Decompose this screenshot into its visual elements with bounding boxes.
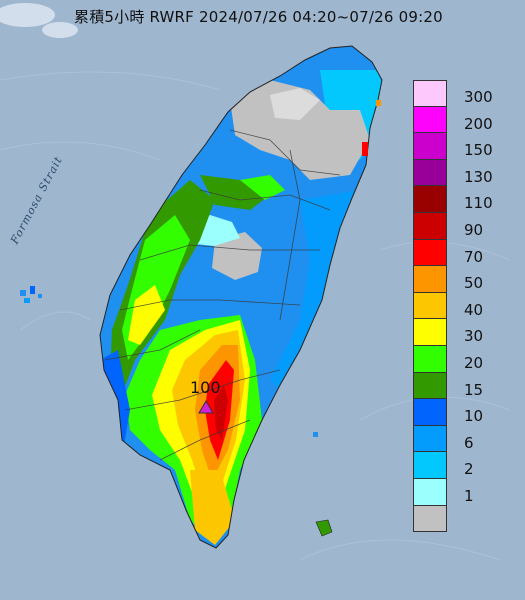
legend-label: 2 [464, 460, 474, 479]
legend-label: 200 [464, 114, 493, 133]
green-island [313, 432, 318, 437]
legend-swatch [413, 159, 447, 187]
legend-label: 15 [464, 380, 484, 399]
legend-swatch [413, 319, 447, 346]
northeast-rain-spot [376, 100, 381, 106]
legend-label: 40 [464, 300, 484, 319]
legend-label: 110 [464, 194, 493, 213]
legend-swatch [413, 80, 447, 107]
color-legend [413, 80, 449, 533]
legend-label: 1 [464, 487, 474, 505]
legend-swatch [413, 212, 447, 240]
map-title: 累積5小時 RWRF 2024/07/26 04:20~07/26 09:20 [74, 8, 443, 26]
legend-swatch [413, 106, 447, 134]
legend-label: 150 [464, 141, 493, 160]
legend-swatch [413, 452, 447, 479]
orchid-island [315, 519, 333, 537]
taiwan-outline [99, 45, 383, 549]
legend-label: 6 [464, 433, 474, 452]
legend-swatch [413, 399, 447, 426]
legend-swatch [413, 345, 447, 373]
east-coast-heavy-rain [362, 142, 368, 156]
legend-swatch [413, 478, 447, 506]
legend-swatch [413, 133, 447, 160]
legend-label: 300 [464, 88, 493, 106]
legend-label: 10 [464, 407, 484, 426]
max-value-label: 100 [190, 378, 221, 397]
legend-swatch [413, 266, 447, 293]
legend-label: 30 [464, 327, 484, 346]
legend-label: 130 [464, 167, 493, 186]
legend-label: 50 [464, 274, 484, 293]
penghu-islands [20, 286, 42, 303]
max-value-marker-icon [198, 400, 214, 414]
cloud-top-left [0, 3, 78, 38]
county-borders [104, 129, 341, 461]
legend-swatch [413, 186, 447, 213]
legend-swatch [413, 425, 447, 453]
legend-swatch [413, 239, 447, 267]
legend-label: 20 [464, 354, 484, 372]
legend-swatch [413, 372, 447, 400]
legend-label: 70 [464, 247, 484, 266]
legend-swatch [413, 292, 447, 320]
legend-label: 90 [464, 221, 484, 239]
legend-swatch [413, 505, 447, 533]
